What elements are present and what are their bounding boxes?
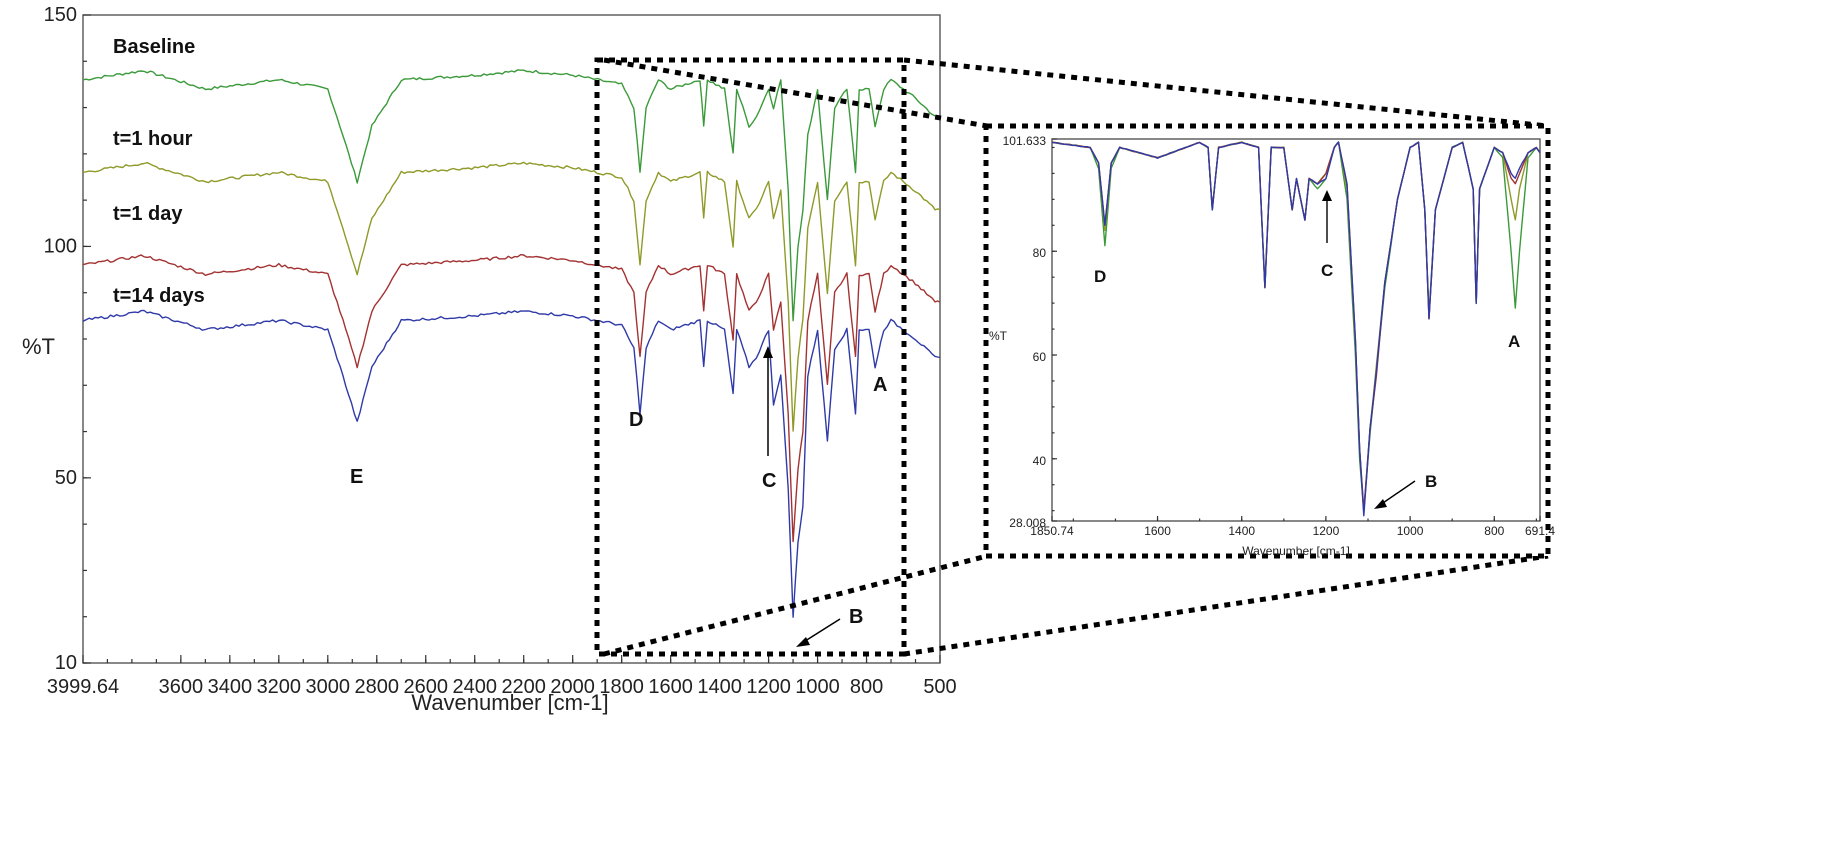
- main-y-tick-label: 10: [55, 652, 77, 674]
- inset-ylabel: %T: [989, 329, 1008, 343]
- inset-x-tick-label: 800: [1484, 524, 1504, 538]
- inset-y-tick-label: 60: [1033, 350, 1047, 364]
- inset-y-tick-label: 80: [1033, 246, 1047, 260]
- inset-x-tick-label: 1000: [1397, 524, 1424, 538]
- band-label-d: D: [629, 409, 643, 431]
- main-x-tick-label: 1600: [648, 676, 693, 698]
- main-x-tick-label: 500: [923, 676, 956, 698]
- main-x-tick-label: 3200: [257, 676, 302, 698]
- zoom-connector-bottom-left: [603, 553, 988, 657]
- series-label-baseline: Baseline: [113, 36, 195, 58]
- inset-band-label-b: B: [1425, 472, 1437, 491]
- main-x-tick-label: 1200: [746, 676, 791, 698]
- inset-series-line-3: [1051, 141, 1541, 517]
- main-x-tick-label: 3400: [208, 676, 253, 698]
- main-x-tick-label: 1400: [697, 676, 742, 698]
- main-xlabel: Wavenumber [cm-1]: [411, 690, 608, 715]
- zoom-region-box: [594, 57, 907, 657]
- inset-traces: [1051, 141, 1541, 517]
- main-x-tick-label: 1800: [599, 676, 644, 698]
- main-x-tick-label: 1000: [795, 676, 840, 698]
- inset-y-tick-label: 28.008: [1009, 516, 1046, 530]
- inset-axes: 1850.74 1600 1400 1200 1000 800 691.4 101.633 80…: [1003, 134, 1556, 538]
- inset-x-tick-label: 691.4: [1525, 524, 1555, 538]
- band-label-c: C: [762, 470, 776, 492]
- arrow-b-inset: [1379, 480, 1416, 506]
- main-x-tick-label: 2400: [452, 676, 497, 698]
- inset-y-tick-label: 40: [1033, 454, 1047, 468]
- arrowhead-b-main: [796, 637, 810, 647]
- main-x-tick-label: 2000: [550, 676, 595, 698]
- band-label-e: E: [350, 466, 363, 488]
- main-x-tick-label: 2800: [355, 676, 400, 698]
- main-y-tick-label: 50: [55, 467, 77, 489]
- zoom-connector-top-right: [903, 57, 1549, 129]
- main-x-tick-label: 3600: [159, 676, 204, 698]
- main-axes: 3999.64 3600 3400 3200 3000 2800 2600 2400 2200 2…: [44, 4, 957, 698]
- main-x-tick-label: 2200: [501, 676, 546, 698]
- band-label-a: A: [873, 374, 887, 396]
- main-x-tick-label: 800: [850, 676, 883, 698]
- main-x-tick-label: 3000: [306, 676, 351, 698]
- inset-background: [986, 126, 1548, 556]
- main-plot-frame: [82, 14, 941, 664]
- inset-x-tick-label: 1400: [1228, 524, 1255, 538]
- inset-x-tick-label: 1850.74: [1030, 524, 1074, 538]
- inset-band-label-c: C: [1321, 261, 1333, 280]
- arrowhead-b-inset: [1374, 499, 1387, 509]
- main-ylabel: %T: [22, 334, 55, 359]
- main-series-line-t-1-day: [82, 253, 941, 543]
- inset-x-tick-label: 1200: [1313, 524, 1340, 538]
- main-y-tick-label: 150: [44, 4, 77, 26]
- zoom-connector-bottom-right: [903, 553, 1549, 657]
- inset-y-tick-label: 101.633: [1003, 134, 1047, 148]
- series-label-14days: t=14 days: [113, 285, 205, 307]
- inset-plot-frame: [1051, 138, 1541, 522]
- main-x-tick-label: 3999.64: [47, 676, 119, 698]
- main-y-tick-label: 100: [44, 235, 77, 257]
- arrow-b-main: [801, 618, 841, 644]
- arrowhead-c-main: [763, 346, 773, 358]
- main-series-line-t-14-days: [82, 309, 941, 618]
- inset-border: [983, 123, 1551, 559]
- band-label-b: B: [849, 606, 863, 628]
- inset-band-label-a: A: [1508, 332, 1520, 351]
- arrowhead-c-inset: [1322, 190, 1332, 201]
- inset-band-label-d: D: [1094, 267, 1106, 286]
- inset-x-tick-label: 1600: [1144, 524, 1171, 538]
- main-series-line-baseline: [82, 69, 941, 322]
- series-label-1day: t=1 day: [113, 203, 183, 225]
- main-series-line-t-1-hour: [82, 161, 941, 432]
- main-x-tick-label: 2600: [403, 676, 448, 698]
- main-traces: [82, 69, 941, 618]
- zoom-connector-top-left: [603, 57, 988, 129]
- series-label-1hour: t=1 hour: [113, 128, 193, 150]
- inset-xlabel: Wavenumber [cm-1]: [1242, 544, 1350, 558]
